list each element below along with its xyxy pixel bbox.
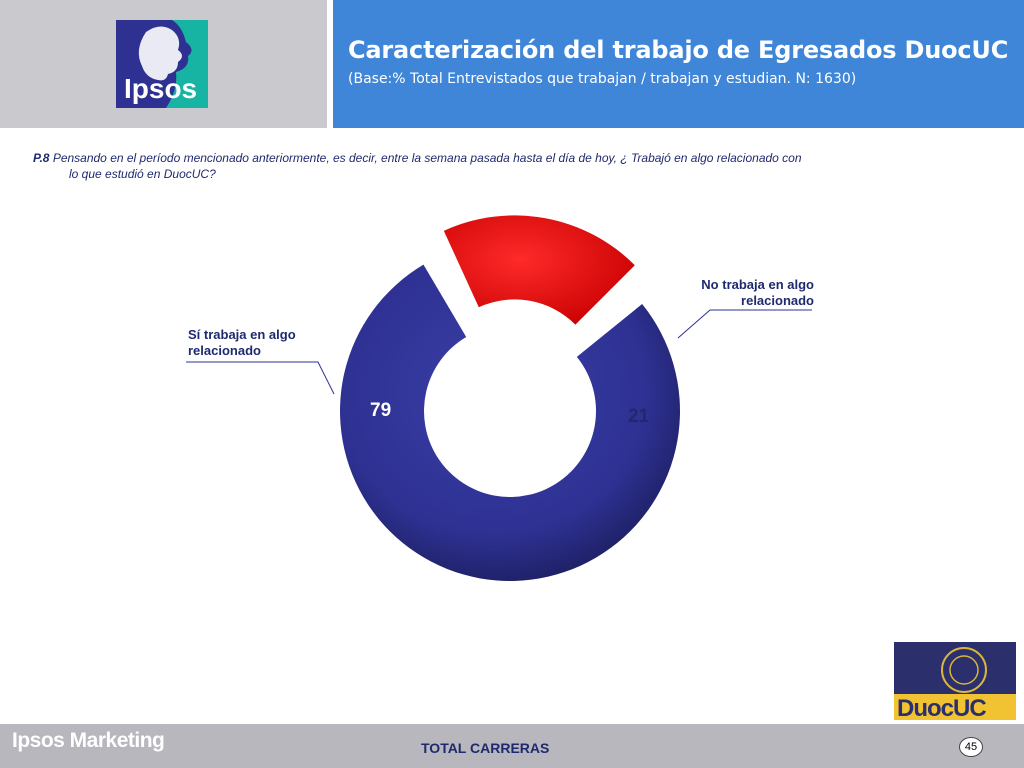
leader-line-si xyxy=(186,361,335,395)
footer-bar xyxy=(0,724,1024,768)
header-title-panel xyxy=(333,0,1024,128)
footer-brand: Ipsos Marketing xyxy=(12,729,165,752)
ipsos-logo: Ipsos xyxy=(116,20,208,108)
page-subtitle: (Base:% Total Entrevistados que trabajan… xyxy=(348,71,857,87)
question-text-line2: lo que estudió en DuocUC? xyxy=(69,167,216,181)
duocuc-logo: DuocUC xyxy=(894,642,1016,720)
duocuc-logo-text: DuocUC xyxy=(897,695,986,720)
leader-line-no xyxy=(677,309,812,339)
page-title: Caracterización del trabajo de Egresados… xyxy=(348,36,1009,64)
slice-label-si: Sí trabaja en algo relacionado xyxy=(188,327,296,358)
slice-no xyxy=(443,215,635,325)
page-number: 45 xyxy=(959,737,983,757)
question-text-line1: Pensando en el período mencionado anteri… xyxy=(52,151,802,165)
slice-si xyxy=(339,264,680,581)
ipsos-logo-text: Ipsos xyxy=(124,73,197,104)
footer-section-label: TOTAL CARRERAS xyxy=(421,740,550,756)
slice-value-no: 21 xyxy=(628,406,650,427)
survey-question: P.8 Pensando en el período mencionado an… xyxy=(33,150,963,182)
slice-label-no: No trabaja en algo relacionado xyxy=(701,277,814,308)
question-number: P.8 xyxy=(33,151,50,165)
slice-value-si: 79 xyxy=(370,400,392,421)
